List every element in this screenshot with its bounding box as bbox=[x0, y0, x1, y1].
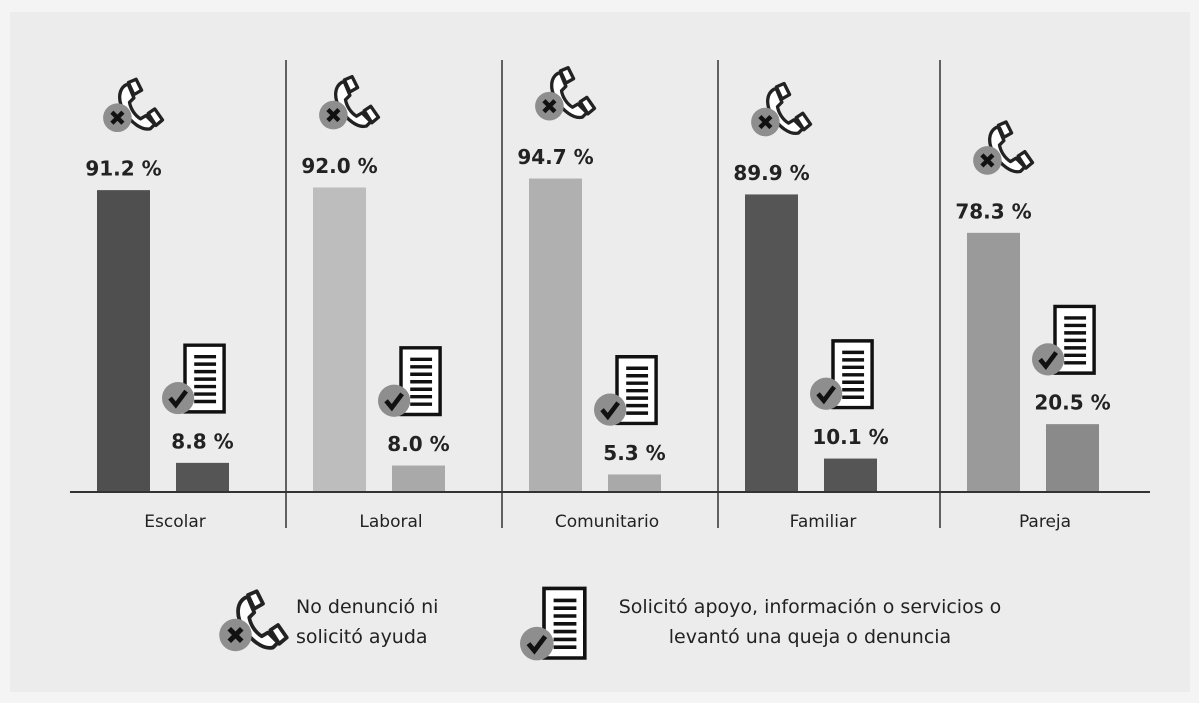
phone-icon bbox=[973, 120, 1035, 175]
value-label: 92.0 % bbox=[301, 154, 377, 178]
phone-icon bbox=[319, 74, 381, 130]
value-label: 10.1 % bbox=[812, 425, 888, 449]
bar bbox=[745, 194, 798, 492]
bar bbox=[967, 232, 1020, 492]
check-mark bbox=[168, 389, 188, 409]
x-mark bbox=[758, 114, 773, 130]
bar bbox=[313, 187, 366, 493]
bar bbox=[608, 474, 661, 492]
phone-icon bbox=[103, 77, 165, 133]
check-mark bbox=[816, 385, 836, 405]
bar bbox=[176, 462, 229, 492]
x-tick-label: Escolar bbox=[144, 512, 205, 532]
check-mark bbox=[1038, 351, 1058, 370]
legend-label: No denunció ni solicitó ayuda bbox=[296, 596, 439, 648]
icon-badge bbox=[1032, 343, 1065, 376]
bar bbox=[392, 465, 445, 492]
icon-badge bbox=[520, 626, 554, 661]
check-mark bbox=[600, 401, 620, 421]
x-tick-label: Pareja bbox=[1019, 512, 1071, 532]
x-mark bbox=[326, 108, 341, 123]
icon-badge bbox=[378, 384, 411, 417]
icon-badge bbox=[594, 393, 627, 426]
bar bbox=[97, 190, 150, 493]
bar bbox=[824, 458, 877, 492]
value-label: 5.3 % bbox=[603, 441, 665, 465]
check-mark bbox=[526, 634, 548, 655]
legend-label: Solicitó apoyo, información o servicios … bbox=[618, 596, 1002, 648]
x-mark bbox=[542, 99, 557, 114]
value-label: 20.5 % bbox=[1034, 391, 1110, 415]
document-icon bbox=[520, 586, 587, 661]
document-icon bbox=[378, 346, 442, 417]
phone-icon bbox=[219, 589, 289, 652]
value-label: 89.9 % bbox=[733, 161, 809, 185]
check-mark bbox=[384, 392, 404, 412]
bar bbox=[529, 178, 582, 492]
x-mark bbox=[110, 110, 125, 125]
icon-badge bbox=[810, 377, 843, 410]
x-mark bbox=[227, 626, 244, 644]
bar bbox=[1046, 424, 1099, 492]
value-label: 8.0 % bbox=[387, 432, 449, 456]
phone-icon bbox=[751, 81, 813, 137]
value-label: 8.8 % bbox=[171, 429, 233, 453]
document-icon bbox=[1032, 304, 1096, 376]
document-icon bbox=[594, 355, 658, 426]
x-mark bbox=[980, 153, 995, 168]
document-icon bbox=[162, 343, 226, 415]
value-label: 78.3 % bbox=[955, 199, 1031, 223]
value-label: 94.7 % bbox=[517, 145, 593, 169]
x-tick-label: Familiar bbox=[790, 512, 857, 532]
phone-icon bbox=[535, 65, 597, 121]
x-tick-label: Laboral bbox=[359, 512, 422, 532]
value-label: 91.2 % bbox=[85, 157, 161, 181]
x-tick-label: Comunitario bbox=[555, 512, 659, 532]
document-icon bbox=[810, 339, 874, 410]
